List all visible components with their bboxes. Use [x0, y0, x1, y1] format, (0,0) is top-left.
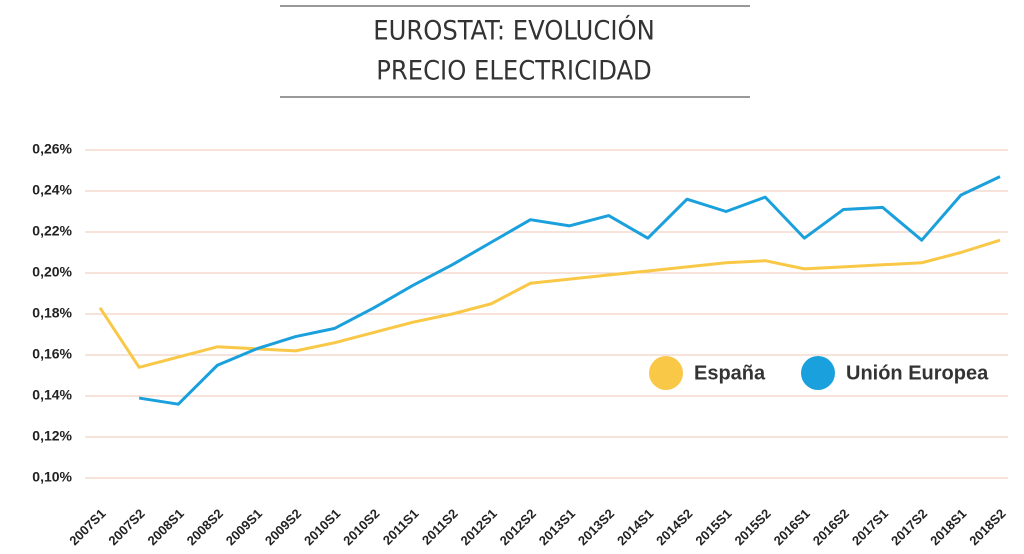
- x-tick-label: 2013S1: [536, 506, 578, 548]
- legend-swatch: [649, 356, 683, 390]
- x-tick-label: 2017S1: [849, 506, 891, 548]
- x-tick-label: 2008S1: [145, 506, 187, 548]
- x-tick-label: 2015S2: [731, 506, 773, 548]
- x-tick-label: 2012S1: [458, 506, 500, 548]
- x-tick-label: 2016S1: [771, 506, 813, 548]
- x-tick-label: 2009S2: [262, 506, 304, 548]
- chart-title: EUROSTAT: EVOLUCIÓN: [373, 15, 655, 47]
- x-tick-label: 2010S1: [301, 506, 343, 548]
- y-tick-label: 0,16%: [32, 346, 72, 362]
- y-tick-label: 0,14%: [32, 387, 72, 403]
- x-tick-label: 2015S1: [692, 506, 734, 548]
- legend-label: España: [694, 362, 766, 384]
- x-tick-label: 2007S2: [105, 506, 147, 548]
- y-tick-label: 0,18%: [32, 305, 72, 321]
- chart-title: PRECIO ELECTRICIDAD: [376, 56, 652, 87]
- x-tick-label: 2018S2: [966, 506, 1008, 548]
- x-tick-label: 2009S1: [223, 506, 265, 548]
- legend-label: Unión Europea: [846, 362, 989, 384]
- series-line: [138, 175, 1001, 406]
- y-tick-label: 0,20%: [32, 264, 72, 280]
- x-tick-label: 2008S2: [184, 506, 226, 548]
- x-tick-label: 2010S2: [340, 506, 382, 548]
- y-tick-label: 0,22%: [32, 223, 72, 239]
- y-tick-label: 0,12%: [32, 428, 72, 444]
- x-tick-label: 2013S2: [575, 506, 617, 548]
- x-tick-label: 2016S2: [810, 506, 852, 548]
- x-tick-label: 2018S1: [927, 506, 969, 548]
- y-tick-label: 0,10%: [32, 469, 72, 485]
- x-tick-label: 2011S2: [419, 506, 461, 548]
- y-tick-label: 0,24%: [32, 182, 72, 198]
- x-tick-label: 2012S2: [497, 506, 539, 548]
- x-tick-label: 2014S1: [614, 506, 656, 548]
- x-tick-label: 2017S2: [888, 506, 930, 548]
- series-line: [98, 238, 1001, 369]
- x-tick-label: 2007S1: [66, 506, 108, 548]
- x-tick-label: 2014S2: [653, 506, 695, 548]
- y-tick-label: 0,26%: [32, 141, 72, 157]
- legend-swatch: [801, 356, 835, 390]
- x-tick-label: 2011S1: [380, 506, 422, 548]
